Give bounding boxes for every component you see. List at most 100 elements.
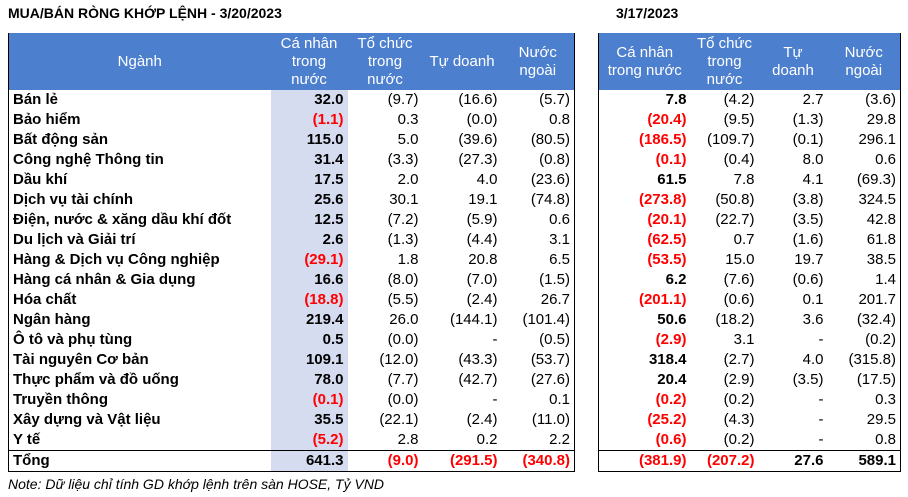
cell-proprietary: (291.5) xyxy=(422,450,502,472)
cell-foreign: 0.8 xyxy=(875,431,896,448)
footnote: Note: Dữ liệu chỉ tính GD khớp lệnh trên… xyxy=(8,476,385,492)
cell-institution: 15.0 xyxy=(725,251,755,268)
cell-individual: (25.2) xyxy=(647,411,687,428)
cell-foreign: (74.8) xyxy=(530,191,570,208)
cell-proprietary: (0.0) xyxy=(466,111,498,128)
cell-foreign: (315.8) xyxy=(848,351,896,368)
cell-individual: 20.4 xyxy=(657,371,687,388)
cell-foreign: (53.7) xyxy=(530,351,570,368)
table-row: Du lịch và Giải trí 2.6 (1.3) (4.4) 3.1 xyxy=(9,230,575,250)
cell-institution: (4.3) xyxy=(723,411,755,428)
cell-individual: 50.6 xyxy=(657,311,687,328)
cell-institution: (109.7) xyxy=(706,131,755,148)
table-row: Ngân hàng 219.4 26.0 (144.1) (101.4) xyxy=(9,310,575,330)
total-row: Tổng 641.3 (9.0) (291.5) (340.8) xyxy=(8,450,575,472)
cell-proprietary: 20.8 xyxy=(468,251,498,268)
sector-name: Dầu khí xyxy=(13,171,68,188)
cell-foreign: (69.3) xyxy=(856,171,896,188)
cell-proprietary: (2.4) xyxy=(466,411,498,428)
cell-proprietary: (43.3) xyxy=(458,351,498,368)
cell-individual: 12.5 xyxy=(270,210,348,230)
cell-foreign: (11.0) xyxy=(531,411,570,428)
table-row: (0.6) (0.2) - 0.8 xyxy=(599,430,901,451)
cell-institution: 7.8 xyxy=(733,171,755,188)
cell-individual: (53.5) xyxy=(647,251,687,268)
cell-individual: (18.8) xyxy=(270,290,348,310)
cell-proprietary: - xyxy=(818,411,824,428)
table-row: Dịch vụ tài chính 25.6 30.1 19.1 (74.8) xyxy=(9,190,575,210)
header-individual: Cá nhân trong nước xyxy=(598,33,691,90)
cell-foreign: 201.7 xyxy=(858,291,896,308)
header-institution: Tổ chức trong nước xyxy=(690,33,759,90)
cell-foreign: 61.8 xyxy=(866,231,896,248)
table-row: Công nghệ Thông tin 31.4 (3.3) (27.3) (0.8) xyxy=(9,150,575,170)
cell-institution: (0.2) xyxy=(723,431,755,448)
cell-individual: (0.6) xyxy=(655,431,687,448)
cell-proprietary: 4.0 xyxy=(476,171,498,188)
cell-proprietary: (3.5) xyxy=(792,371,824,388)
table-row: Bất động sản 115.0 5.0 (39.6) (80.5) xyxy=(9,130,575,150)
cell-individual: (1.1) xyxy=(270,110,348,130)
cell-institution: (9.5) xyxy=(723,111,755,128)
cell-foreign: (23.6) xyxy=(530,171,570,188)
cell-foreign: (101.4) xyxy=(522,311,570,328)
cell-individual: 16.6 xyxy=(270,270,348,290)
table-current: Ngành Cá nhân trong nước Tổ chức trong n… xyxy=(8,33,575,472)
cell-individual: 6.2 xyxy=(665,271,687,288)
cell-individual: 109.1 xyxy=(270,350,348,370)
table-row: (2.9) 3.1 - (0.2) xyxy=(599,330,901,350)
cell-individual: 2.6 xyxy=(270,230,348,250)
cell-institution: 0.3 xyxy=(397,111,419,128)
cell-proprietary: (39.6) xyxy=(458,131,498,148)
cell-institution: (12.0) xyxy=(379,351,419,368)
cell-individual: 641.3 xyxy=(270,450,348,472)
cell-institution: (0.6) xyxy=(723,291,755,308)
table-row: 7.8 (4.2) 2.7 (3.6) xyxy=(599,90,901,110)
cell-proprietary: (27.3) xyxy=(458,151,498,168)
cell-foreign: 3.1 xyxy=(549,231,570,248)
cell-institution: 30.1 xyxy=(389,191,419,208)
sector-name: Công nghệ Thông tin xyxy=(13,151,164,168)
cell-institution: 2.0 xyxy=(397,171,419,188)
cell-institution: (8.0) xyxy=(387,271,419,288)
cell-institution: (2.7) xyxy=(723,351,755,368)
cell-foreign: 29.8 xyxy=(866,111,896,128)
cell-foreign: (0.2) xyxy=(865,331,896,348)
cell-individual: (5.2) xyxy=(270,430,348,451)
cell-institution: 0.7 xyxy=(733,231,755,248)
cell-institution: (7.2) xyxy=(387,211,419,228)
table-previous: Cá nhân trong nước Tổ chức trong nước Tự… xyxy=(598,33,901,472)
cell-proprietary: 4.1 xyxy=(802,171,824,188)
header-proprietary: Tự doanh xyxy=(422,33,502,90)
cell-institution: (2.9) xyxy=(723,371,755,388)
cell-individual: (62.5) xyxy=(647,231,687,248)
cell-individual: (20.4) xyxy=(647,111,687,128)
cell-foreign: (340.8) xyxy=(501,450,575,472)
sector-name: Hóa chất xyxy=(13,291,77,308)
cell-individual: (20.1) xyxy=(647,211,687,228)
cell-individual: 17.5 xyxy=(270,170,348,190)
cell-proprietary: 4.0 xyxy=(802,351,824,368)
table-row: (20.1) (22.7) (3.5) 42.8 xyxy=(599,210,901,230)
cell-foreign: (5.7) xyxy=(539,91,570,108)
table-row: (201.1) (0.6) 0.1 201.7 xyxy=(599,290,901,310)
table-row: (273.8) (50.8) (3.8) 324.5 xyxy=(599,190,901,210)
cell-institution: (0.2) xyxy=(723,391,755,408)
cell-proprietary: (1.3) xyxy=(792,111,824,128)
cell-proprietary: 19.1 xyxy=(468,191,498,208)
cell-proprietary: 0.2 xyxy=(476,431,498,448)
cell-individual: (29.1) xyxy=(270,250,348,270)
cell-foreign: 0.8 xyxy=(549,111,570,128)
cell-institution: (7.6) xyxy=(723,271,755,288)
cell-foreign: (80.5) xyxy=(530,131,570,148)
sector-name: Ô tô và phụ tùng xyxy=(13,331,133,348)
table-row: 20.4 (2.9) (3.5) (17.5) xyxy=(599,370,901,390)
table-row: Y tế (5.2) 2.8 0.2 2.2 xyxy=(9,430,575,451)
header-institution: Tổ chức trong nước xyxy=(347,33,423,90)
table-row: Bảo hiểm (1.1) 0.3 (0.0) 0.8 xyxy=(9,110,575,130)
cell-individual: (0.2) xyxy=(655,391,687,408)
table-row: Hàng cá nhân & Gia dụng 16.6 (8.0) (7.0) (1.… xyxy=(9,270,575,290)
cell-foreign: (0.5) xyxy=(539,331,570,348)
cell-foreign: 0.3 xyxy=(875,391,896,408)
cell-institution: (1.3) xyxy=(387,231,419,248)
